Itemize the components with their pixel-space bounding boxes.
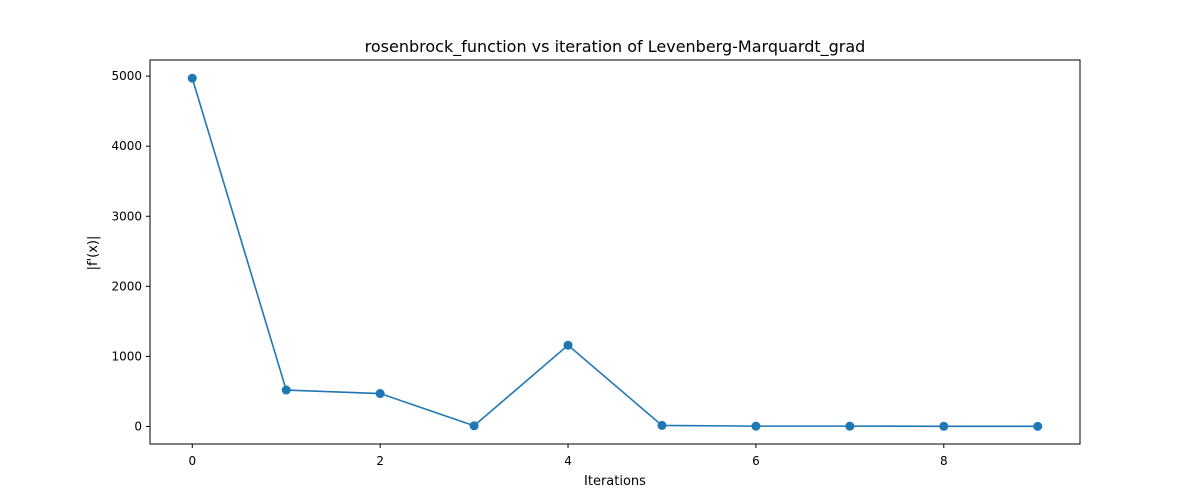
plot-frame <box>149 59 1081 445</box>
x-axis-label: Iterations <box>584 474 646 489</box>
data-point <box>1033 421 1043 431</box>
data-point <box>281 385 291 395</box>
data-point <box>751 421 761 431</box>
y-axis-label: |f'(x)| <box>86 236 101 271</box>
plot-area <box>149 59 1081 445</box>
x-tick-label: 0 <box>188 454 196 468</box>
x-tick-label: 8 <box>940 454 948 468</box>
x-tick-label: 6 <box>752 454 760 468</box>
y-tick-label: 3000 <box>111 209 142 223</box>
data-point <box>375 389 385 399</box>
x-tick-label: 4 <box>564 454 572 468</box>
chart-title: rosenbrock_function vs iteration of Leve… <box>365 37 866 57</box>
y-tick-label: 2000 <box>111 279 142 293</box>
data-point <box>469 421 479 431</box>
x-tick-label: 2 <box>376 454 384 468</box>
data-point <box>657 420 667 430</box>
series-line <box>191 77 1038 428</box>
y-tick-label: 4000 <box>111 139 142 153</box>
data-point <box>563 340 573 350</box>
y-axis: 0 1000 2000 3000 4000 5000 <box>111 69 150 433</box>
y-tick-label: 1000 <box>111 349 142 363</box>
data-point <box>939 421 949 431</box>
data-point <box>845 421 855 431</box>
y-tick-label: 0 <box>134 419 142 433</box>
data-point <box>187 73 197 83</box>
x-axis: 0 2 4 6 8 <box>188 444 948 468</box>
y-tick-label: 5000 <box>111 69 142 83</box>
